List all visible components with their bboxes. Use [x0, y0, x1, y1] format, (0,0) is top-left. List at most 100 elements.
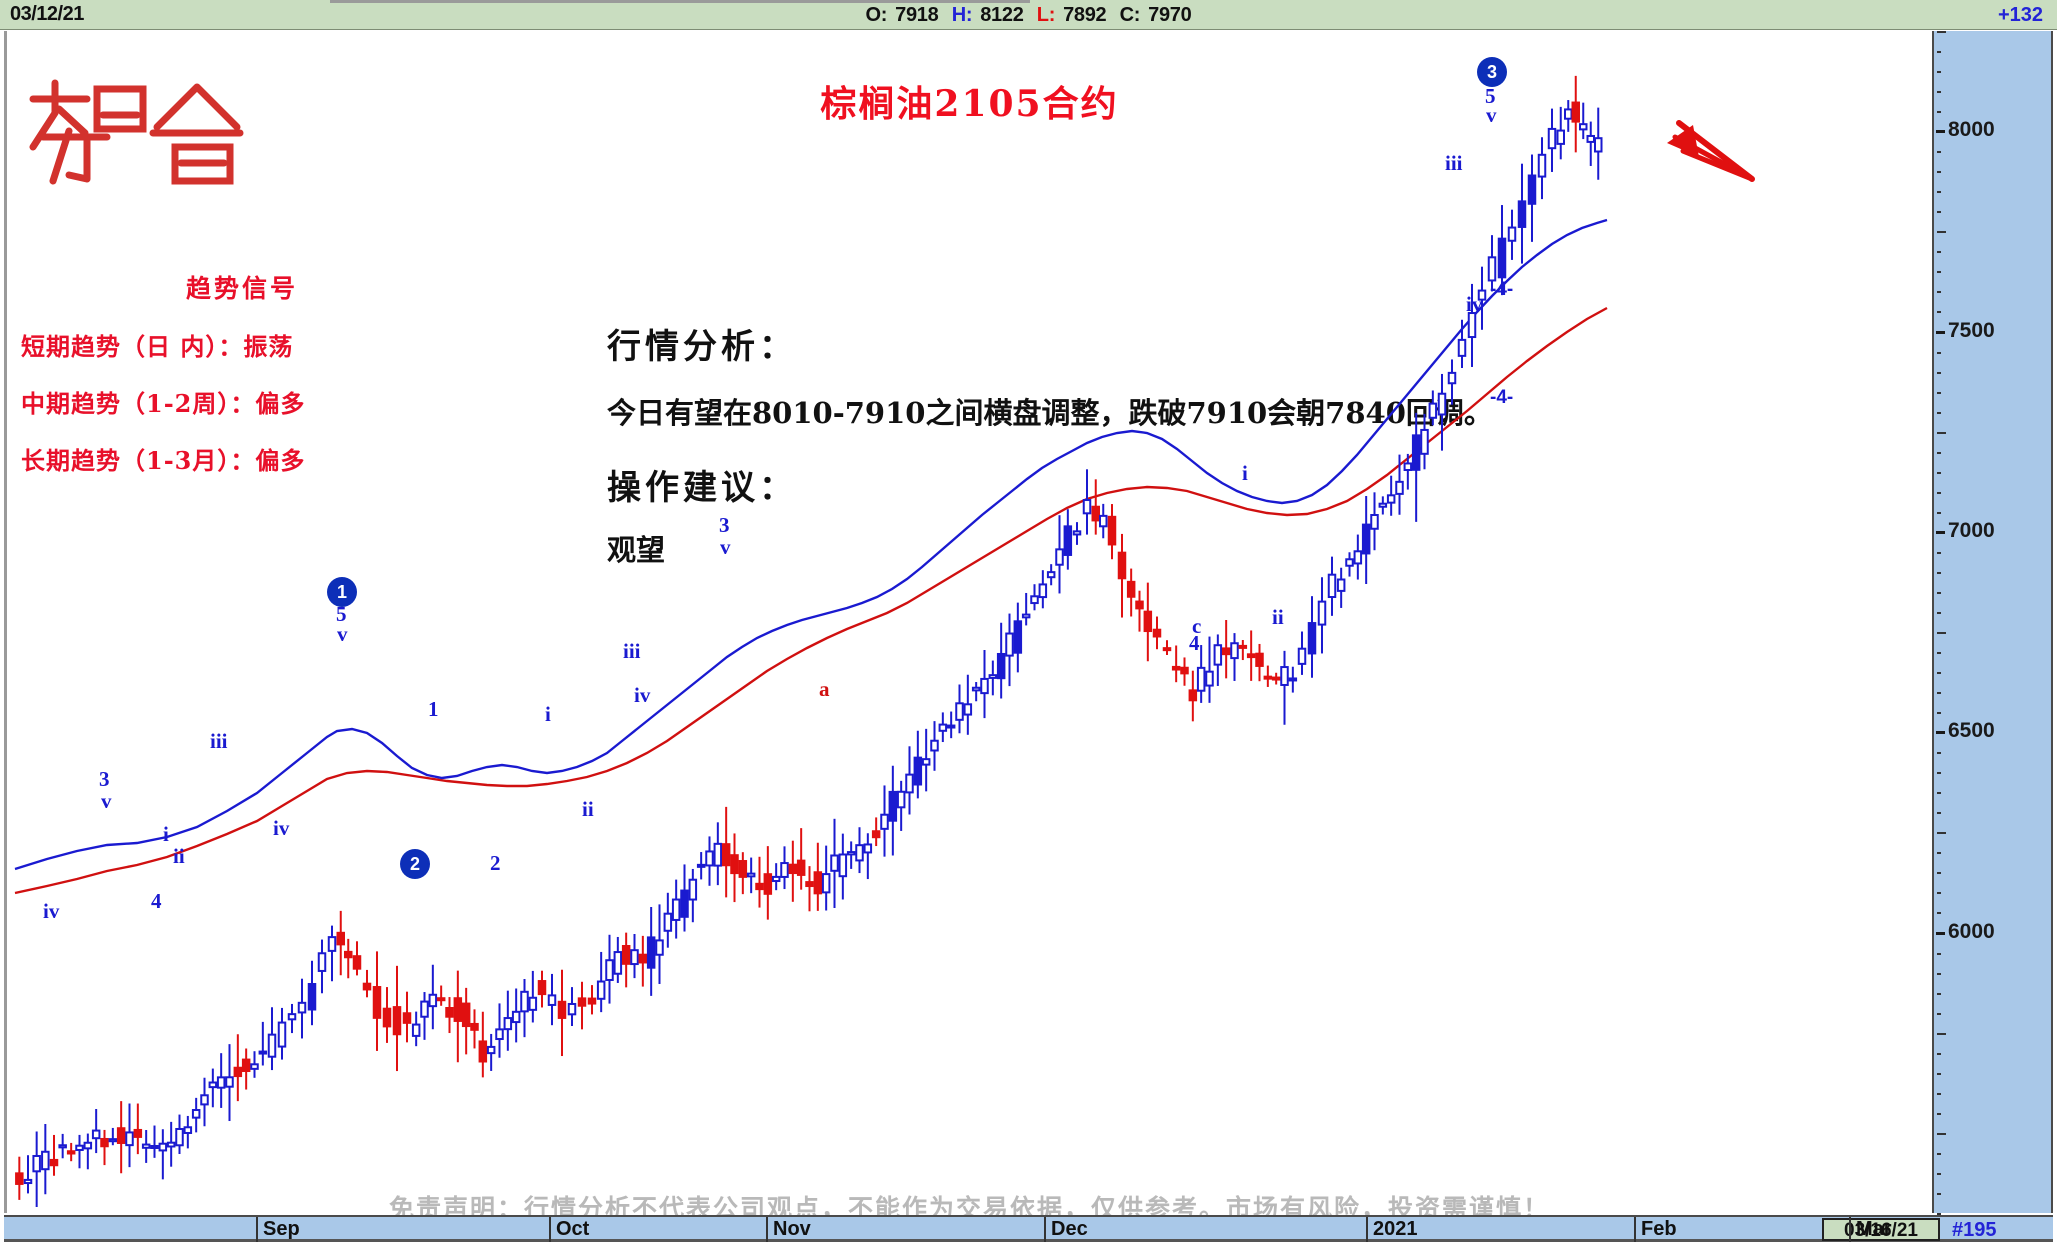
wave-label: v: [337, 622, 348, 646]
candle-body: [1196, 666, 1206, 692]
candle-body: [1336, 578, 1346, 592]
candle-body: [663, 912, 673, 932]
wave-label: 4: [151, 889, 162, 913]
wave-label-red: a: [819, 677, 830, 701]
candle-body: [1457, 338, 1467, 357]
candle-body: [587, 997, 597, 1005]
candle-body: [1238, 644, 1248, 649]
price-arrow-icon: [1667, 120, 1755, 182]
candle-body: [557, 1000, 567, 1019]
candle-body: [605, 959, 614, 981]
mid-term-trend: 中期趋势（1-2周）：偏多: [21, 389, 306, 418]
candle-body: [1395, 480, 1404, 495]
candle-body: [133, 1128, 143, 1138]
candle-body: [821, 873, 831, 894]
price-minor-tick: [1937, 151, 1941, 154]
candle-body: [655, 939, 664, 956]
candle-body: [362, 982, 372, 991]
wave-label: iii: [1445, 151, 1463, 175]
price-minor-tick: [1937, 611, 1941, 614]
candle-body: [15, 1172, 24, 1185]
price-minor-tick: [1937, 1092, 1941, 1095]
candle-body: [930, 739, 939, 752]
price-minor-tick: [1937, 692, 1941, 695]
candle-body: [577, 997, 587, 1007]
cursor-date-box[interactable]: 03/16/21: [1822, 1218, 1940, 1241]
close-value: 7970: [1148, 4, 1192, 26]
candle-body: [680, 889, 689, 918]
month-label: Dec: [1044, 1217, 1088, 1242]
candle-body: [1135, 600, 1144, 610]
price-minor-tick: [1937, 591, 1941, 594]
price-minor-tick: [1937, 892, 1941, 895]
candle-body: [1297, 647, 1307, 665]
candle-body: [511, 1010, 521, 1024]
candle-body: [596, 980, 606, 1000]
wave-label: 3: [719, 513, 730, 537]
candle-body: [1271, 676, 1281, 681]
candle-body: [1420, 428, 1429, 455]
candle-body: [1143, 610, 1153, 633]
candle-body: [955, 702, 964, 721]
price-minor-tick: [1937, 491, 1941, 494]
axis-annotation: -4-: [1490, 279, 1514, 300]
price-minor-tick: [1937, 1012, 1941, 1015]
candle-body: [805, 881, 814, 888]
candle-body: [175, 1127, 184, 1147]
candle-body: [1411, 434, 1421, 471]
candle-body: [863, 843, 873, 854]
wave-label: iv: [1466, 292, 1483, 316]
date-axis[interactable]: 03/16/21 #195 Sep Oct Nov Dec 2021 Feb Mar: [4, 1215, 2053, 1242]
candle-body: [1571, 101, 1580, 123]
candle-body: [1126, 580, 1136, 598]
price-minor-tick: [1937, 1112, 1941, 1115]
price-minor-tick: [1937, 51, 1941, 54]
price-minor-tick: [1937, 1172, 1941, 1175]
chart-title: 棕榈油2105合约: [820, 83, 1119, 125]
candle-body: [1403, 462, 1413, 472]
candle-body: [1030, 595, 1039, 605]
price-minor-tick: [1937, 431, 1946, 434]
trend-signal-heading: 趋势信号: [185, 274, 298, 303]
wave-label: v: [1486, 103, 1497, 127]
candle-body: [630, 949, 639, 966]
ohlc-readout: O: 7918 H: 8122 L: 7892 C: 7970: [0, 4, 2057, 27]
price-minor-tick: [1937, 912, 1941, 915]
candle-body: [250, 1063, 259, 1070]
candle-body: [1386, 494, 1396, 504]
candle-body: [1230, 642, 1239, 660]
candle-body: [1038, 583, 1048, 599]
price-minor-tick: [1937, 471, 1941, 474]
candle-body: [730, 854, 739, 875]
candle-body: [1213, 644, 1223, 666]
price-minor-tick: [1937, 952, 1941, 955]
candle-body: [344, 950, 353, 959]
candle-body: [1205, 670, 1214, 687]
price-axis[interactable]: 6000 6500 7000 7500 8000: [1932, 31, 2053, 1215]
candle-body: [352, 955, 362, 970]
candle-body: [705, 850, 714, 867]
price-minor-tick: [1937, 91, 1941, 94]
candle-body: [461, 1002, 471, 1028]
ma-fast-line: [14, 218, 1608, 871]
price-minor-tick: [1937, 311, 1941, 314]
price-minor-tick: [1937, 832, 1946, 835]
chart-canvas[interactable]: 棕榈油2105合约 趋势信号 短期趋势（日 内）：振荡 中期趋势（1-2周）：偏…: [4, 31, 1929, 1223]
candle-body: [996, 652, 1006, 680]
price-minor-tick: [1937, 872, 1941, 875]
candle-body: [1378, 502, 1388, 508]
price-minor-tick: [1937, 1152, 1941, 1155]
candle-body: [980, 677, 989, 695]
candle-body: [392, 1006, 402, 1036]
candle-body: [1162, 647, 1172, 652]
month-label: 2021: [1366, 1217, 1418, 1242]
circled-wave-marker: 3: [1479, 59, 1505, 85]
candle-body: [1447, 371, 1457, 385]
price-series: [14, 75, 1755, 1208]
axis-annotation: -4-: [1490, 387, 1514, 408]
candle-body: [382, 1007, 392, 1028]
price-minor-tick: [1937, 231, 1946, 234]
candle-body: [1477, 289, 1487, 301]
price-minor-tick: [1937, 191, 1941, 194]
candle-body: [1188, 689, 1198, 702]
